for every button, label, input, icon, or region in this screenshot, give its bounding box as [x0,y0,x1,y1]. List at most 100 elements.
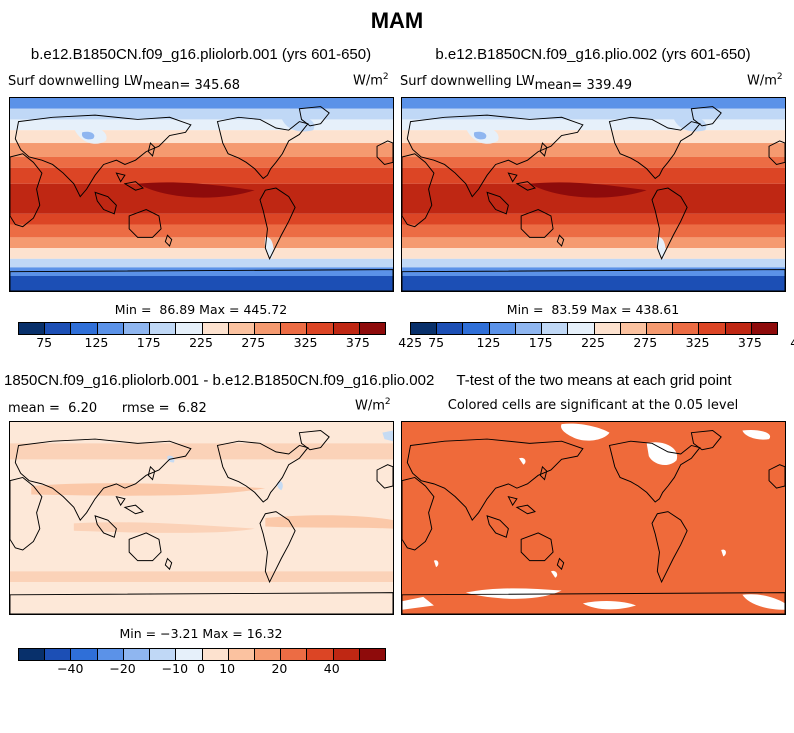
colorbar-diff [18,648,386,661]
lw-band [402,167,785,184]
coastline-0 [14,438,192,521]
lw-band [10,213,393,225]
units-pliolorb: W/m2 [353,72,389,89]
coastline-10 [515,504,536,515]
colorbar-cell [620,323,647,334]
lw-band [10,167,393,184]
coastline-7 [651,511,688,584]
colorbar-cell [202,323,229,334]
colorbar-cell [281,649,308,660]
colorbar-tick-label: 175 [528,335,553,350]
coastline-6 [608,440,701,503]
max-value: 438.61 [635,302,680,317]
lw-band [402,143,785,157]
diff-stats: mean = 6.20 rmse = 6.82 [8,401,207,416]
mean-label: mean= [142,78,191,93]
mean-value: 345.68 [194,78,241,93]
coastline-5 [376,140,393,166]
lw-band [402,130,785,144]
coastline-2 [94,191,117,215]
coastline-7 [651,187,688,261]
lw-anomaly-region [81,131,95,140]
lw-band [10,267,393,276]
non-significant-area [721,549,726,557]
coastline-9 [402,269,785,291]
diff-region [10,443,393,460]
colorbar-tick-label: 425 [790,335,794,350]
lw-band [10,237,393,249]
coastline-1 [10,153,43,228]
coastline-11 [115,495,126,507]
colorbar-cell [359,323,386,334]
colorbar-tick-label: 225 [581,335,605,350]
non-significant-area [646,442,678,466]
coastline-3 [520,208,554,238]
colorbar-tick-label: 175 [136,335,161,350]
coastline-4 [556,557,565,571]
coastline-5 [376,464,393,489]
non-significant-area [742,429,771,440]
colorbar-cell [150,323,177,334]
colorbar-tick-label: 275 [633,335,658,350]
diff-region [382,430,393,442]
min-value: 86.89 [159,302,196,317]
map-plio [401,97,786,292]
coastline-11 [115,172,126,183]
figure-title: MAM [370,8,424,33]
coastline-1 [402,476,435,551]
rmse-value: 6.82 [177,401,207,416]
map-ttest [401,421,786,615]
ttest-subtitle: Colored cells are significant at the 0.0… [447,398,739,413]
min-value: −3.21 [160,626,199,641]
colorbar-cell [202,649,229,660]
coastline-10 [123,504,144,515]
colorbar-cell [359,649,386,660]
min-value: 83.59 [551,302,588,317]
lw-anomaly-region [281,115,315,132]
coastline-8 [298,106,330,127]
coastline-3 [128,532,162,562]
coastline-9 [10,592,393,614]
colorbar-cell [123,649,151,660]
diff-region [265,515,393,529]
units-plio: W/m2 [747,72,783,89]
colorbar-tick-label: 325 [685,335,710,350]
lw-band [10,98,393,109]
colorbar-cell [254,649,282,660]
mean-label: mean = [8,401,60,416]
lw-band [10,143,393,157]
coastline-2 [486,515,509,538]
minmax-diff: Min = −3.21 Max = 16.32 [119,626,283,641]
lw-field-pliolorb [10,98,393,291]
colorbar-tick-label: 375 [737,335,762,350]
lw-band [10,258,393,268]
colorbar-cell [725,323,752,334]
coastline-0 [406,438,584,521]
coastline-6 [216,116,309,180]
lw-band [402,267,785,276]
colorbar-cell [45,323,72,334]
coastline-11 [507,172,518,183]
coastline-5 [768,140,785,166]
coastline-12 [539,142,548,157]
coastline-4 [164,234,173,247]
coastline-8 [690,106,722,127]
coastline-11 [507,495,518,507]
coastline-9 [10,269,393,291]
lw-band [10,130,393,144]
non-significant-area [582,601,637,610]
coastline-6 [216,440,309,503]
lw-anomaly-region [264,237,274,259]
non-significant-area [402,596,434,610]
colorbar-cell [307,323,334,334]
colorbar-cell [594,323,621,334]
units-diff: W/m2 [355,397,391,414]
lw-band [402,224,785,238]
colorbar-cell [281,323,308,334]
non-significant-area [742,594,785,610]
colorbar-cell [699,323,726,334]
coastline-3 [128,208,162,238]
lw-band [402,213,785,225]
diff-region [73,522,255,533]
rmse-label: rmse = [121,401,170,416]
